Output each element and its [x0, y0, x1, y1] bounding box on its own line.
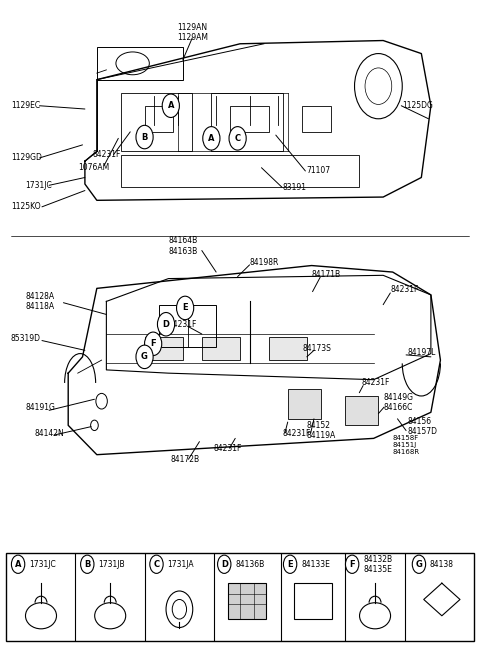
Circle shape	[229, 126, 246, 150]
Text: 83191: 83191	[283, 183, 307, 192]
Text: D: D	[163, 320, 169, 329]
Circle shape	[217, 555, 231, 573]
Bar	[302, 105, 331, 132]
Bar	[288, 390, 321, 419]
Circle shape	[157, 312, 175, 336]
Text: 1125DG: 1125DG	[402, 102, 433, 110]
Text: 84173S: 84173S	[302, 344, 331, 353]
Text: 84164B
84163B: 84164B 84163B	[168, 236, 197, 255]
Bar	[228, 583, 266, 619]
Text: 84197L: 84197L	[407, 348, 435, 357]
Text: 84149G
84166C: 84149G 84166C	[383, 393, 413, 412]
Text: 84133E: 84133E	[301, 560, 330, 569]
Text: A: A	[208, 134, 215, 143]
Text: 1731JA: 1731JA	[168, 560, 194, 569]
Text: 71107: 71107	[307, 166, 331, 176]
Bar	[345, 396, 378, 425]
Bar	[294, 583, 332, 619]
Bar	[120, 93, 192, 151]
Text: A: A	[168, 102, 174, 110]
Text: 84152
84119A: 84152 84119A	[307, 421, 336, 440]
Bar	[230, 105, 269, 132]
Circle shape	[177, 296, 194, 320]
Text: 84136B: 84136B	[235, 560, 264, 569]
Bar	[144, 337, 183, 360]
Text: B: B	[84, 560, 90, 569]
Circle shape	[346, 555, 359, 573]
Text: 84231F: 84231F	[92, 150, 120, 159]
Circle shape	[283, 555, 297, 573]
Bar	[6, 553, 474, 641]
Text: 85319D: 85319D	[11, 334, 41, 343]
Text: 84142N: 84142N	[35, 428, 64, 438]
Text: E: E	[182, 303, 188, 312]
Circle shape	[144, 332, 162, 356]
Circle shape	[150, 555, 163, 573]
Text: 1129EC: 1129EC	[11, 102, 40, 110]
Bar	[211, 93, 283, 151]
Text: B: B	[142, 132, 148, 141]
Circle shape	[203, 126, 220, 150]
Text: 84231F: 84231F	[214, 443, 242, 453]
Text: 1076AM: 1076AM	[78, 163, 109, 172]
Text: F: F	[150, 339, 156, 348]
Bar	[202, 337, 240, 360]
Text: 84132B
84135E: 84132B 84135E	[363, 555, 392, 574]
Text: 84231F: 84231F	[362, 379, 390, 388]
Text: 84171B: 84171B	[312, 269, 341, 278]
Text: 84128A
84118A: 84128A 84118A	[25, 291, 54, 311]
Text: D: D	[221, 560, 228, 569]
Circle shape	[136, 125, 153, 149]
Bar	[159, 305, 216, 347]
Text: 1129AN
1129AM: 1129AN 1129AM	[177, 23, 208, 43]
Text: 1731JC: 1731JC	[29, 560, 56, 569]
Text: 84158F
84151J
84168R: 84158F 84151J 84168R	[393, 435, 420, 455]
Bar	[144, 105, 173, 132]
Text: F: F	[349, 560, 355, 569]
Circle shape	[12, 555, 25, 573]
Text: E: E	[288, 560, 293, 569]
Circle shape	[412, 555, 426, 573]
Bar	[97, 47, 183, 80]
Text: G: G	[141, 352, 148, 362]
Text: 84231F: 84231F	[390, 285, 419, 294]
Bar	[120, 155, 360, 187]
Text: 1731JB: 1731JB	[98, 560, 125, 569]
Text: 84156
84157D: 84156 84157D	[407, 417, 437, 436]
Text: 84138: 84138	[430, 560, 454, 569]
Circle shape	[162, 94, 180, 117]
Text: 84231F: 84231F	[168, 320, 197, 329]
Text: C: C	[235, 134, 240, 143]
Text: 84172B: 84172B	[171, 455, 200, 464]
Text: C: C	[154, 560, 159, 569]
Circle shape	[81, 555, 94, 573]
Text: A: A	[15, 560, 21, 569]
Text: 1125KO: 1125KO	[11, 202, 40, 212]
Circle shape	[136, 345, 153, 369]
Bar	[269, 337, 307, 360]
Text: 84191G: 84191G	[25, 403, 55, 412]
Text: 1731JC: 1731JC	[25, 181, 52, 190]
Text: 1129GD: 1129GD	[11, 153, 42, 162]
Text: G: G	[416, 560, 422, 569]
Text: 84198R: 84198R	[250, 258, 279, 267]
Text: 84231F: 84231F	[283, 428, 312, 438]
